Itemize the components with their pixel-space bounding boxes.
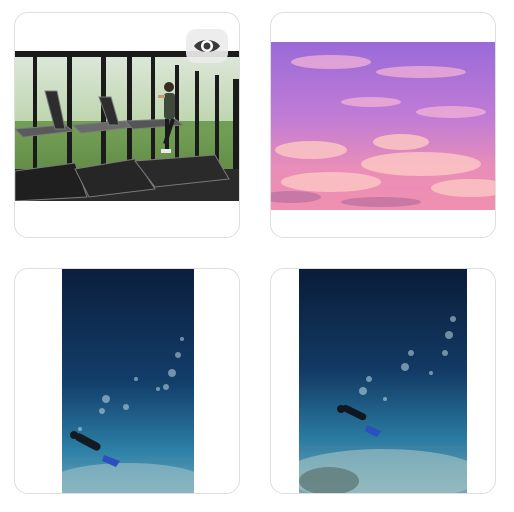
diver-seafloor-photo [299,269,467,493]
gallery-tile-gym[interactable] [14,12,240,238]
gallery-tile-diver-seafloor[interactable] [270,268,496,494]
gallery-tile-diver[interactable] [14,268,240,494]
sky-photo [271,42,495,210]
preview-button[interactable] [186,29,228,63]
diver-photo [62,269,194,493]
gallery-tile-sky[interactable] [270,12,496,238]
eye-icon [194,40,220,52]
gym-photo [15,51,239,201]
